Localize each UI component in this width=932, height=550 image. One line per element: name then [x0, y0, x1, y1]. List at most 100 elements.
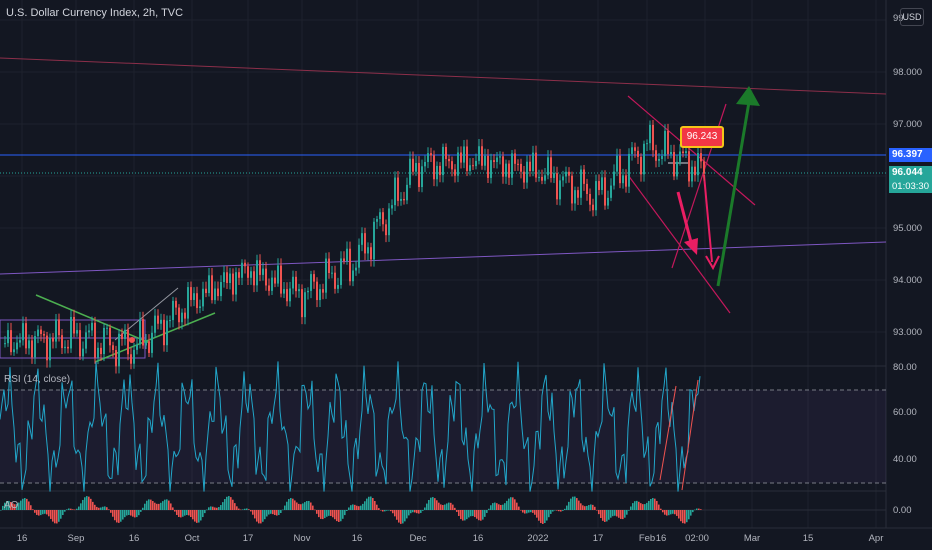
ao-bar: [538, 510, 540, 521]
ao-bar: [658, 504, 660, 510]
time-tick: 17: [243, 533, 254, 544]
up-arrow[interactable]: [716, 86, 760, 287]
ao-histogram[interactable]: [0, 496, 702, 524]
candle: [655, 144, 657, 168]
currency-badge[interactable]: USD: [900, 8, 924, 26]
candle: [97, 342, 99, 365]
candle: [4, 336, 6, 348]
candle: [217, 281, 219, 301]
time-tick: 16: [129, 533, 140, 544]
candle: [676, 154, 678, 180]
ao-bar: [348, 507, 350, 510]
ao-bar: [698, 508, 700, 510]
ao-bar: [238, 508, 240, 510]
candle: [604, 170, 606, 210]
ao-bar: [128, 510, 130, 515]
price-tick-97: 97.000: [893, 119, 922, 130]
ao-bar: [586, 505, 588, 510]
price-callout[interactable]: 96.243: [680, 126, 724, 148]
falling-wedge-line[interactable]: [35, 294, 151, 344]
candle: [121, 328, 123, 346]
ao-bar: [480, 510, 482, 521]
candle: [688, 144, 690, 187]
candle: [610, 178, 612, 202]
rsi-divergence-line-2[interactable]: [681, 379, 699, 491]
ao-bar: [234, 503, 236, 510]
time-tick: 02:00: [685, 533, 709, 544]
ao-bar: [368, 496, 370, 510]
candle: [211, 268, 213, 304]
ao-bar: [288, 499, 290, 510]
ao-bar: [562, 510, 564, 511]
ao-bar: [452, 504, 454, 510]
candle: [274, 270, 276, 288]
ao-bar: [578, 500, 580, 510]
ao-bar: [16, 503, 18, 510]
ao-bar: [294, 500, 296, 510]
candle: [247, 262, 249, 286]
ao-bar: [148, 499, 150, 510]
ao-bar: [358, 506, 360, 510]
candle: [136, 337, 138, 355]
ao-bar: [634, 501, 636, 510]
ao-bar: [522, 510, 524, 513]
ao-bar: [270, 510, 272, 514]
ao-bar: [466, 510, 468, 520]
candle: [508, 160, 510, 185]
resistance-trendline[interactable]: [0, 57, 887, 95]
ao-bar: [12, 503, 14, 510]
ao-bar: [518, 506, 520, 510]
ao-bar: [334, 510, 336, 520]
channel-lower-line[interactable]: [627, 174, 731, 314]
ao-bar: [398, 510, 400, 523]
marker-dot: [129, 337, 135, 343]
candle: [34, 331, 36, 365]
ao-bar: [262, 510, 264, 522]
time-tick: 16: [473, 533, 484, 544]
ao-bar: [464, 510, 466, 521]
candle: [562, 170, 564, 187]
time-axis[interactable]: 16 Sep 16 Oct 17 Nov 16 Dec 16 2022 17 Feb 16 02:00 Ma…: [17, 533, 884, 544]
drawings[interactable]: [0, 57, 887, 363]
ao-bar: [600, 510, 602, 518]
candle: [679, 144, 681, 166]
ao-bar: [214, 507, 216, 510]
down-arrow-2[interactable]: [703, 174, 720, 271]
candle: [373, 218, 375, 267]
candle: [229, 267, 231, 290]
candle: [412, 151, 414, 176]
ao-bar: [568, 501, 570, 510]
candle: [484, 148, 486, 171]
candle: [292, 270, 294, 295]
candle: [697, 147, 699, 182]
ao-bar: [320, 510, 322, 519]
candle: [472, 158, 474, 171]
candle: [316, 277, 318, 308]
candle: [424, 155, 426, 173]
rsi-title[interactable]: RSI (14, close): [4, 374, 71, 385]
price-candles[interactable]: [4, 119, 705, 374]
ao-bar: [180, 510, 182, 518]
time-tick: Sep: [68, 533, 85, 544]
candle: [28, 334, 30, 355]
support-trendline[interactable]: [0, 241, 887, 275]
ao-bar: [374, 501, 376, 510]
rsi-line[interactable]: [0, 361, 701, 492]
range-box-lower[interactable]: [0, 337, 146, 359]
ao-bar: [186, 510, 188, 515]
candle: [319, 284, 321, 307]
ao-bar: [470, 510, 472, 517]
candle: [637, 146, 639, 165]
candle: [571, 171, 573, 211]
ao-bar: [640, 503, 642, 510]
down-arrow-1[interactable]: [676, 191, 698, 255]
ao-bar: [300, 504, 302, 510]
ao-title[interactable]: AO: [4, 500, 19, 511]
ao-bar: [168, 500, 170, 510]
symbol-title[interactable]: U.S. Dollar Currency Index, 2h, TVC: [6, 7, 184, 19]
candle: [463, 139, 465, 169]
candle: [250, 266, 252, 285]
rsi-divergence-line-1[interactable]: [659, 385, 677, 481]
ao-bar: [688, 510, 690, 520]
